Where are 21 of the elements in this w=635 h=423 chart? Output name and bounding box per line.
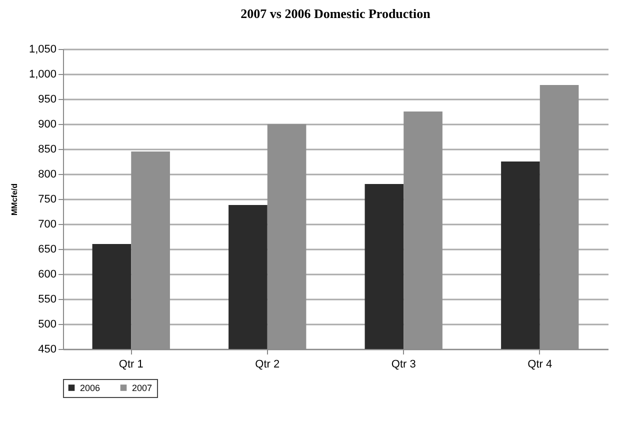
x-tick-label: Qtr 2: [255, 358, 280, 370]
y-tick-label: 500: [38, 318, 56, 330]
y-tick-label: 600: [38, 268, 56, 280]
y-tick-label: 1,000: [28, 68, 56, 80]
y-tick-label: 450: [38, 344, 56, 356]
y-tick-label: 650: [38, 244, 56, 256]
y-tick-label: 800: [38, 168, 56, 180]
y-tick-label: 950: [38, 94, 56, 106]
y-tick-label: 750: [38, 194, 56, 206]
y-tick-label: 550: [38, 294, 56, 306]
y-tick-label: 900: [38, 118, 56, 130]
x-tick-label: Qtr 1: [118, 358, 144, 370]
chart-title: 2007 vs 2006 Domestic Production: [240, 6, 432, 21]
legend-label: 2006: [80, 382, 100, 393]
y-tick-label: 1,050: [28, 44, 56, 56]
legend-label: 2007: [132, 382, 152, 393]
y-tick-label: 700: [38, 218, 56, 230]
y-axis-title: MMcfe/d: [10, 183, 19, 216]
x-tick-label: Qtr 4: [528, 358, 552, 370]
x-tick-label: Qtr 3: [391, 358, 416, 370]
y-tick-label: 850: [38, 144, 56, 156]
